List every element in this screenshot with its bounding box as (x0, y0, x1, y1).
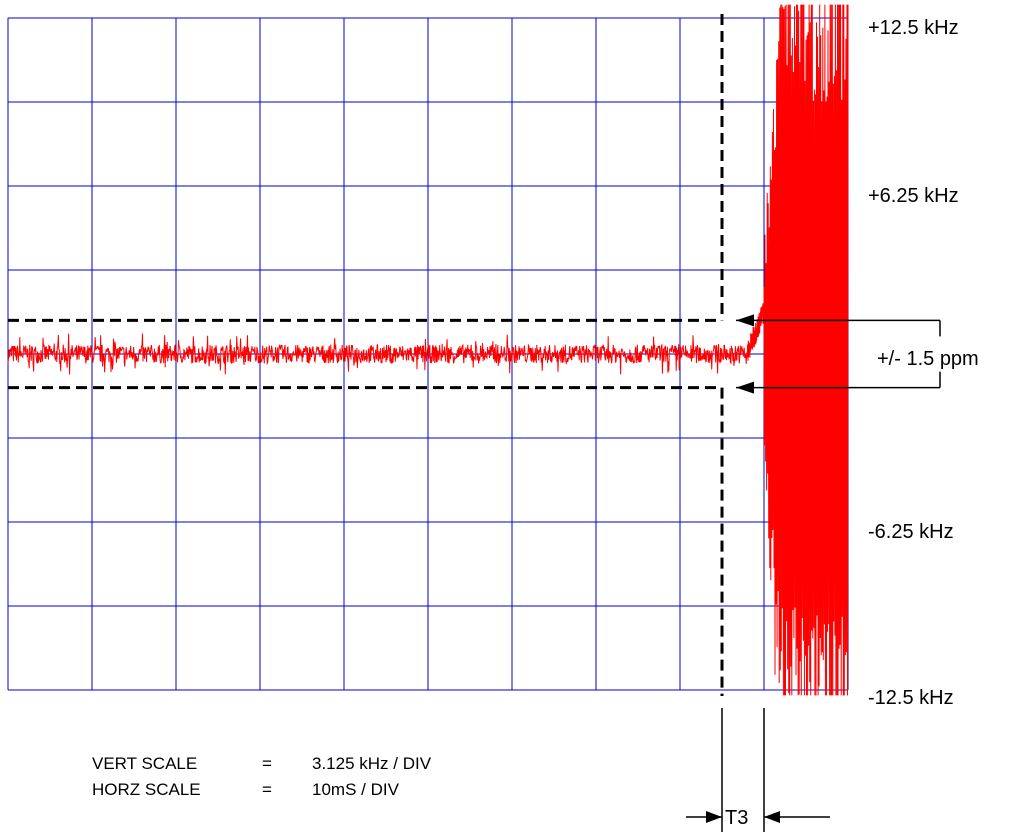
arrowhead-upper (736, 314, 754, 327)
horz-scale-eq: = (262, 780, 272, 799)
vert-scale-eq: = (262, 754, 272, 773)
y-tick-label-upper: +6.25 kHz (868, 185, 959, 207)
vert-scale-name: VERT SCALE (92, 754, 197, 773)
trace-quiet-segment (7, 303, 765, 375)
trace-oscillation-segment (763, 4, 849, 696)
tolerance-markers (8, 14, 941, 832)
t3-label: T3 (725, 807, 748, 829)
vert-scale-value: 3.125 kHz / DIV (312, 754, 432, 773)
y-tick-label-lower: -6.25 kHz (868, 521, 954, 543)
t3-left-arrowhead (706, 811, 722, 823)
y-tick-label-top: +12.5 kHz (868, 17, 959, 39)
signal-trace (7, 4, 849, 696)
y-tick-label-bottom: -12.5 kHz (868, 687, 954, 709)
t3-right-arrowhead (764, 811, 780, 823)
horz-scale-value: 10mS / DIV (312, 780, 400, 799)
horz-scale-name: HORZ SCALE (92, 780, 201, 799)
arrowhead-lower (736, 381, 754, 394)
tolerance-label: +/- 1.5 ppm (877, 348, 979, 370)
